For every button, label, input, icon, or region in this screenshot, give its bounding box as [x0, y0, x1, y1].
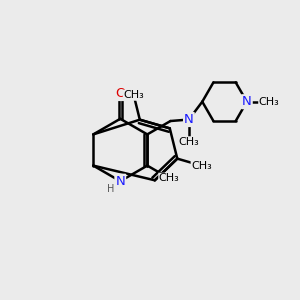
Text: CH₃: CH₃: [123, 90, 144, 100]
Text: N: N: [116, 175, 125, 188]
Text: N: N: [184, 113, 194, 126]
Text: H: H: [107, 184, 115, 194]
Text: CH₃: CH₃: [259, 97, 280, 107]
Text: O: O: [115, 87, 125, 100]
Text: CH₃: CH₃: [191, 161, 212, 171]
Text: CH₃: CH₃: [178, 137, 199, 147]
Text: CH₃: CH₃: [159, 173, 180, 183]
Text: N: N: [242, 95, 252, 108]
